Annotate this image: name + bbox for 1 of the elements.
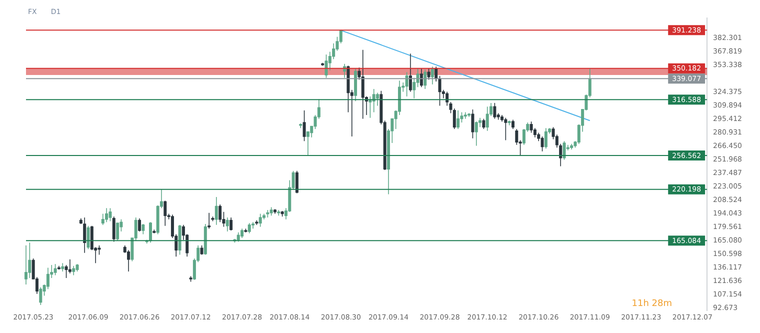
annotation: 11h 28m — [632, 299, 672, 309]
